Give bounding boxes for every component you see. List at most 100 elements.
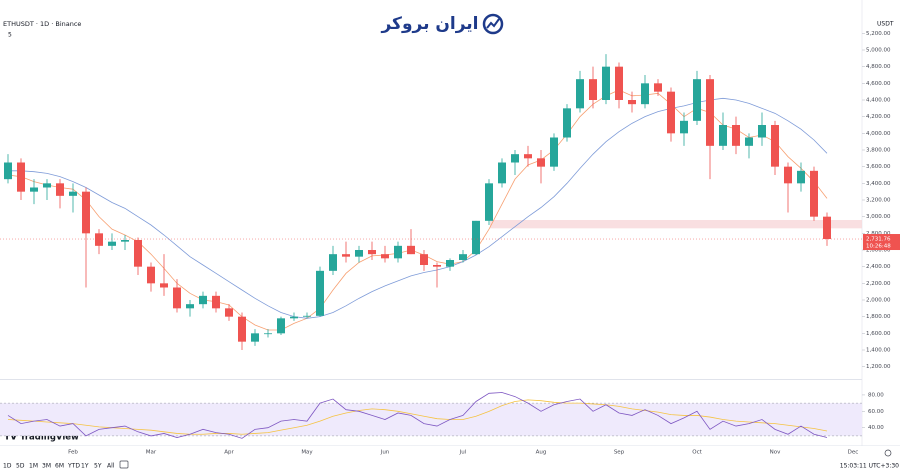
moving-average: [8, 97, 828, 319]
range-button[interactable]: 6M: [55, 463, 64, 470]
candle-body: [524, 154, 532, 159]
candle-body: [732, 125, 740, 146]
candle-body: [693, 79, 701, 121]
watermark-icon: [482, 13, 504, 35]
candle-body: [368, 250, 376, 255]
candle-body: [147, 266, 155, 284]
range-button[interactable]: 5D: [16, 463, 25, 470]
candle-body: [290, 316, 298, 319]
y-tick-label: 4,400.00: [866, 98, 891, 104]
range-button[interactable]: YTD: [67, 463, 80, 470]
candle-body: [381, 254, 389, 259]
date-range-button[interactable]: [119, 460, 129, 469]
candle-body: [407, 245, 415, 255]
y-tick-label: 2,800.00: [866, 231, 891, 237]
candle-body: [498, 162, 506, 184]
candle-body: [69, 191, 77, 196]
settings-button[interactable]: [884, 449, 892, 457]
candle-body: [576, 79, 584, 109]
candle-body: [706, 79, 714, 146]
x-tick-label: Nov: [770, 450, 781, 456]
candle-body: [264, 333, 272, 335]
candle-body: [823, 216, 831, 240]
candle-body: [4, 162, 12, 180]
y-tick-label: 1,800.00: [866, 314, 891, 320]
candle-body: [797, 170, 805, 184]
y-tick-label: 3,400.00: [866, 181, 891, 187]
candle-body: [238, 316, 246, 342]
candle-body: [719, 125, 727, 146]
candle-body: [251, 333, 259, 342]
rsi-line: [7, 392, 828, 439]
countdown: 10:26:48: [866, 244, 891, 250]
range-button[interactable]: 5Y: [94, 463, 102, 470]
x-tick-label: Feb: [68, 450, 78, 456]
candle-body: [173, 287, 181, 309]
candle-body: [212, 295, 220, 309]
candle-body: [56, 183, 64, 196]
range-button[interactable]: 1D: [3, 463, 12, 470]
candle-body: [17, 162, 25, 192]
symbol-title: ETHUSDT · 1D · Binance: [3, 20, 81, 28]
candle-body: [30, 187, 38, 192]
x-tick-label: Apr: [224, 450, 234, 456]
candle-body: [758, 125, 766, 138]
y-tick-label: 1,200.00: [866, 364, 891, 370]
candle-body: [433, 265, 441, 267]
range-button[interactable]: 3M: [42, 463, 51, 470]
last-price-label: 2,731.76: [866, 237, 891, 243]
candle-body: [108, 241, 116, 246]
candle-body: [641, 83, 649, 105]
indicator-count: 5: [8, 32, 12, 39]
x-tick-label: May: [301, 450, 313, 456]
tradingview-logo: 𝗧𝗩 TradingView: [4, 433, 79, 443]
x-tick-label: Jul: [459, 450, 467, 456]
rsi-line: [7, 399, 828, 435]
watermark-arrow: [486, 18, 500, 29]
rsi-y-tick-label: 40.00: [868, 425, 884, 431]
candle-body: [628, 100, 636, 105]
candle-body: [329, 254, 337, 271]
x-tick-label: Sep: [614, 450, 625, 456]
x-tick-label: Dec: [848, 450, 859, 456]
watermark-text: ایران بروکر: [380, 14, 478, 34]
range-button[interactable]: 1M: [29, 463, 38, 470]
candle-body: [511, 154, 519, 163]
candle-body: [303, 315, 311, 317]
highlight-zone: [490, 220, 862, 229]
x-tick-label: Jun: [380, 450, 390, 456]
y-tick-label: 2,200.00: [866, 281, 891, 287]
candle-body: [446, 260, 454, 267]
rsi-band: [0, 403, 862, 436]
y-tick-label: 2,600.00: [866, 248, 891, 254]
rsi-y-tick-label: 80.00: [868, 392, 884, 398]
y-tick-label: 5,200.00: [866, 31, 891, 37]
y-tick-label: 2,000.00: [866, 298, 891, 304]
candle-body: [537, 158, 545, 167]
candle-body: [485, 183, 493, 221]
x-tick-label: Mar: [146, 450, 157, 456]
candle-body: [615, 66, 623, 100]
y-tick-label: 4,600.00: [866, 81, 891, 87]
candle-body: [394, 245, 402, 259]
watermark: ایران بروکر: [380, 13, 504, 35]
candle-body: [550, 137, 558, 167]
clock: 15:03:11 UTC+3:30: [840, 463, 899, 470]
y-tick-label: 3,800.00: [866, 148, 891, 154]
y-tick-label: 3,000.00: [866, 214, 891, 220]
y-tick-label: 3,200.00: [866, 198, 891, 204]
candle-body: [316, 270, 324, 316]
candle-body: [134, 240, 142, 267]
last-price-tag: [863, 234, 900, 251]
candle-body: [667, 91, 675, 134]
candle-body: [186, 304, 194, 309]
range-button[interactable]: 1Y: [81, 463, 89, 470]
rsi-y-tick-label: 60.00: [868, 409, 884, 415]
x-tick-label: Aug: [536, 450, 547, 456]
candle-body: [160, 283, 168, 288]
candle-body: [342, 254, 350, 257]
candle-body: [277, 318, 285, 334]
candle-body: [563, 108, 571, 138]
range-button[interactable]: All: [107, 463, 115, 470]
